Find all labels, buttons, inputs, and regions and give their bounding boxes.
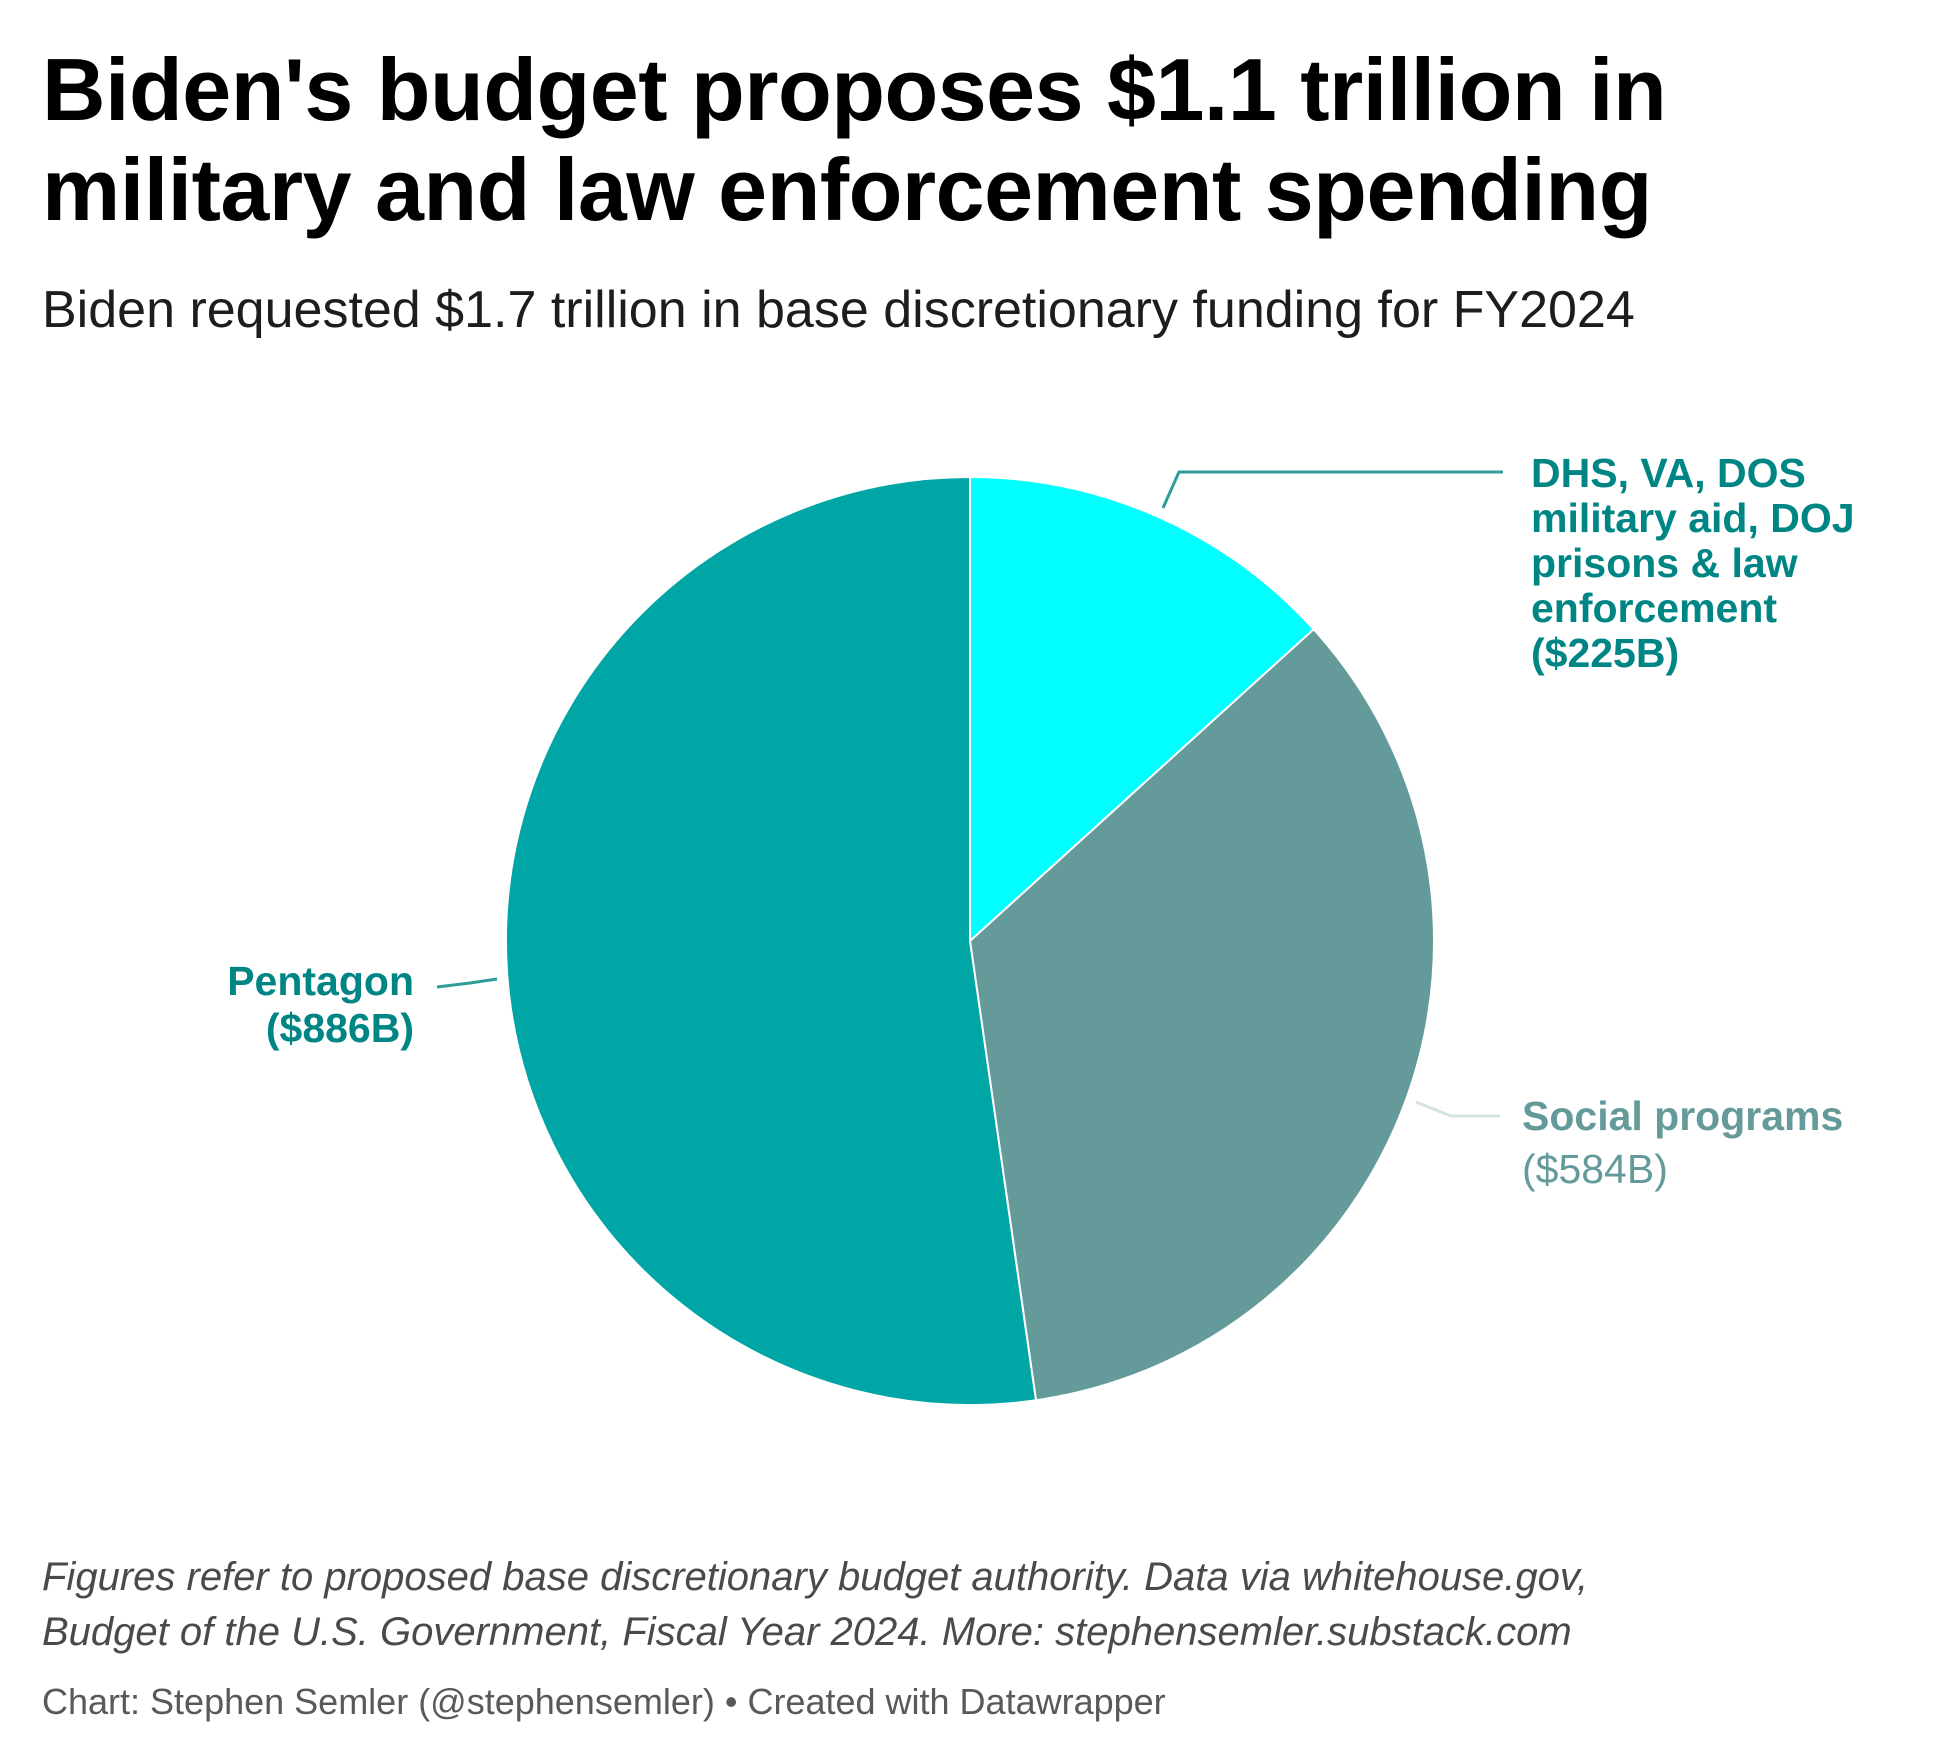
leader-line-social — [1415, 1100, 1500, 1118]
slice-labels: DHS, VA, DOS military aid, DOJ prisons & l… — [227, 450, 1854, 1192]
pie-slice-social[interactable] — [969, 628, 1435, 1402]
pie-slice-pentagon[interactable] — [505, 476, 1037, 1406]
footnote-line-2: Budget of the U.S. Government, Fiscal Ye… — [42, 1610, 1572, 1654]
chart-subtitle: Biden requested $1.7 trillion in base di… — [42, 281, 1635, 339]
slice-label-line: ($225B) — [1531, 630, 1679, 676]
slice-label-line: DHS, VA, DOS — [1531, 450, 1806, 496]
footnote: Figures refer to proposed base discretio… — [42, 1550, 1922, 1660]
slice-label-line: ($886B) — [266, 1005, 414, 1051]
slice-label-line: Pentagon — [227, 958, 414, 1004]
pie-slice-dhs[interactable] — [969, 476, 1315, 942]
slice-label-pentagon: Pentagon ($886B) — [227, 958, 414, 1051]
slice-label-line: ($584B) — [1522, 1146, 1668, 1192]
slice-label-social: Social programs ($584B) — [1522, 1093, 1843, 1192]
slice-label-line: enforcement — [1531, 585, 1777, 631]
chart-title: Biden's budget proposes $1.1 trillion in… — [42, 40, 1667, 239]
leader-line-pentagon — [436, 977, 498, 989]
leader-line-dhs — [1161, 470, 1503, 509]
pie-slices — [505, 476, 1435, 1406]
slice-label-line: military aid, DOJ — [1531, 495, 1855, 541]
chart-credit: Chart: Stephen Semler (@stephensemler) •… — [42, 1681, 1166, 1722]
slice-label-line: prisons & law — [1531, 540, 1798, 586]
slice-label-dhs: DHS, VA, DOS military aid, DOJ prisons & l… — [1531, 450, 1855, 676]
slice-label-line: Social programs — [1522, 1093, 1843, 1139]
leader-lines — [436, 470, 1503, 1118]
footnote-line-1: Figures refer to proposed base discretio… — [42, 1555, 1589, 1599]
